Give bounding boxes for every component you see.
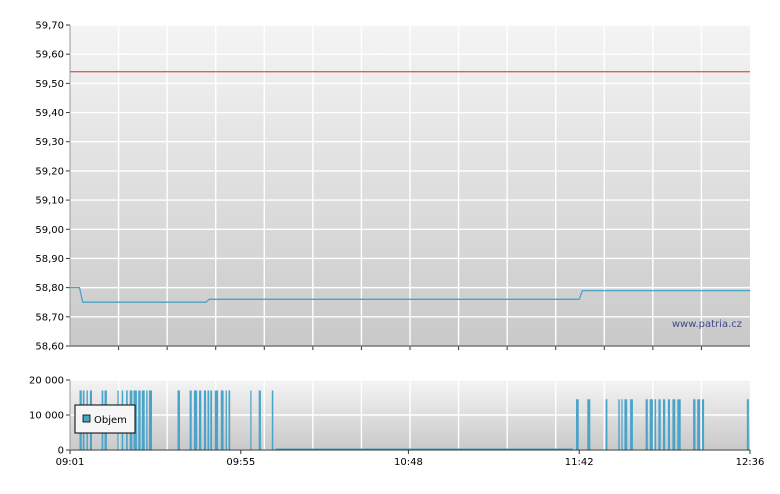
volume-bar — [228, 390, 231, 450]
volume-bar — [250, 390, 252, 450]
price-y-tick-label: 58,90 — [35, 254, 64, 265]
volume-legend: Objem — [74, 404, 136, 434]
volume-bar — [624, 399, 628, 451]
volume-bar — [677, 399, 681, 451]
volume-bar — [214, 390, 219, 450]
time-tick-label: 09:55 — [226, 457, 255, 468]
volume-bar — [148, 390, 152, 450]
price-y-tick-label: 59,10 — [35, 196, 64, 207]
volume-bar — [275, 448, 573, 450]
price-y-tick-label: 59,50 — [35, 79, 64, 90]
volume-bar — [258, 390, 261, 450]
volume-bar — [576, 399, 579, 451]
volume-bar — [605, 399, 608, 451]
volume-bar — [654, 399, 657, 451]
volume-bar — [177, 390, 180, 450]
price-series-line — [70, 286, 750, 303]
price-y-tick-label: 59,40 — [35, 108, 64, 119]
volume-bar — [618, 399, 620, 451]
volume-bar — [701, 399, 705, 451]
volume-bar — [697, 399, 701, 451]
volume-bar — [210, 390, 213, 450]
volume-bar — [207, 390, 210, 450]
volume-bar — [225, 390, 227, 450]
time-tick-label: 12:36 — [736, 457, 765, 468]
time-axis: 09:01 09:55 10:48 11:42 12:36 — [56, 450, 765, 468]
volume-bar — [189, 390, 192, 450]
watermark: www.patria.cz — [672, 319, 742, 330]
volume-bar — [663, 399, 666, 451]
volume-bar — [141, 390, 145, 450]
legend-swatch-volume — [82, 414, 91, 423]
volume-y-tick-label: 10 000 — [29, 411, 64, 422]
volume-bar — [658, 399, 661, 451]
volume-bar — [621, 399, 623, 451]
volume-bar — [649, 399, 653, 451]
volume-bar — [146, 390, 148, 450]
volume-bar — [667, 399, 670, 451]
price-y-tick-label: 59,00 — [35, 225, 64, 236]
volume-bar — [587, 399, 591, 451]
volume-y-tick-label: 20 000 — [29, 376, 64, 387]
price-grid — [70, 24, 750, 350]
volume-bar — [645, 399, 648, 451]
volume-bar — [672, 399, 676, 451]
price-y-axis: 58,60 58,70 58,80 58,90 59,00 59,10 59,20 59,30… — [35, 21, 70, 353]
price-y-tick-label: 58,70 — [35, 312, 64, 323]
volume-bar — [746, 399, 749, 450]
volume-bar — [199, 390, 202, 450]
volume-bar — [630, 399, 633, 451]
volume-bar — [193, 390, 198, 450]
price-y-tick-label: 58,80 — [35, 283, 64, 294]
price-y-tick-label: 59,20 — [35, 166, 64, 177]
price-y-tick-label: 59,70 — [35, 21, 64, 32]
volume-bar — [203, 390, 207, 450]
legend-label-volume: Objem — [94, 415, 127, 426]
volume-y-tick-label: 0 — [58, 446, 64, 457]
time-tick-label: 11:42 — [565, 457, 594, 468]
price-panel: 58,60 58,70 58,80 58,90 59,00 59,10 59,20 59,30… — [35, 21, 750, 353]
volume-bar — [138, 390, 141, 450]
volume-bar — [693, 399, 696, 451]
price-y-tick-label: 58,60 — [35, 342, 64, 353]
price-y-tick-label: 59,60 — [35, 50, 64, 61]
time-tick-label: 09:01 — [56, 457, 85, 468]
volume-y-axis: 0 10 000 20 000 — [29, 376, 70, 457]
time-tick-label: 10:48 — [394, 457, 423, 468]
volume-bar — [220, 390, 224, 450]
price-y-tick-label: 59,30 — [35, 137, 64, 148]
volume-bar — [271, 390, 274, 450]
